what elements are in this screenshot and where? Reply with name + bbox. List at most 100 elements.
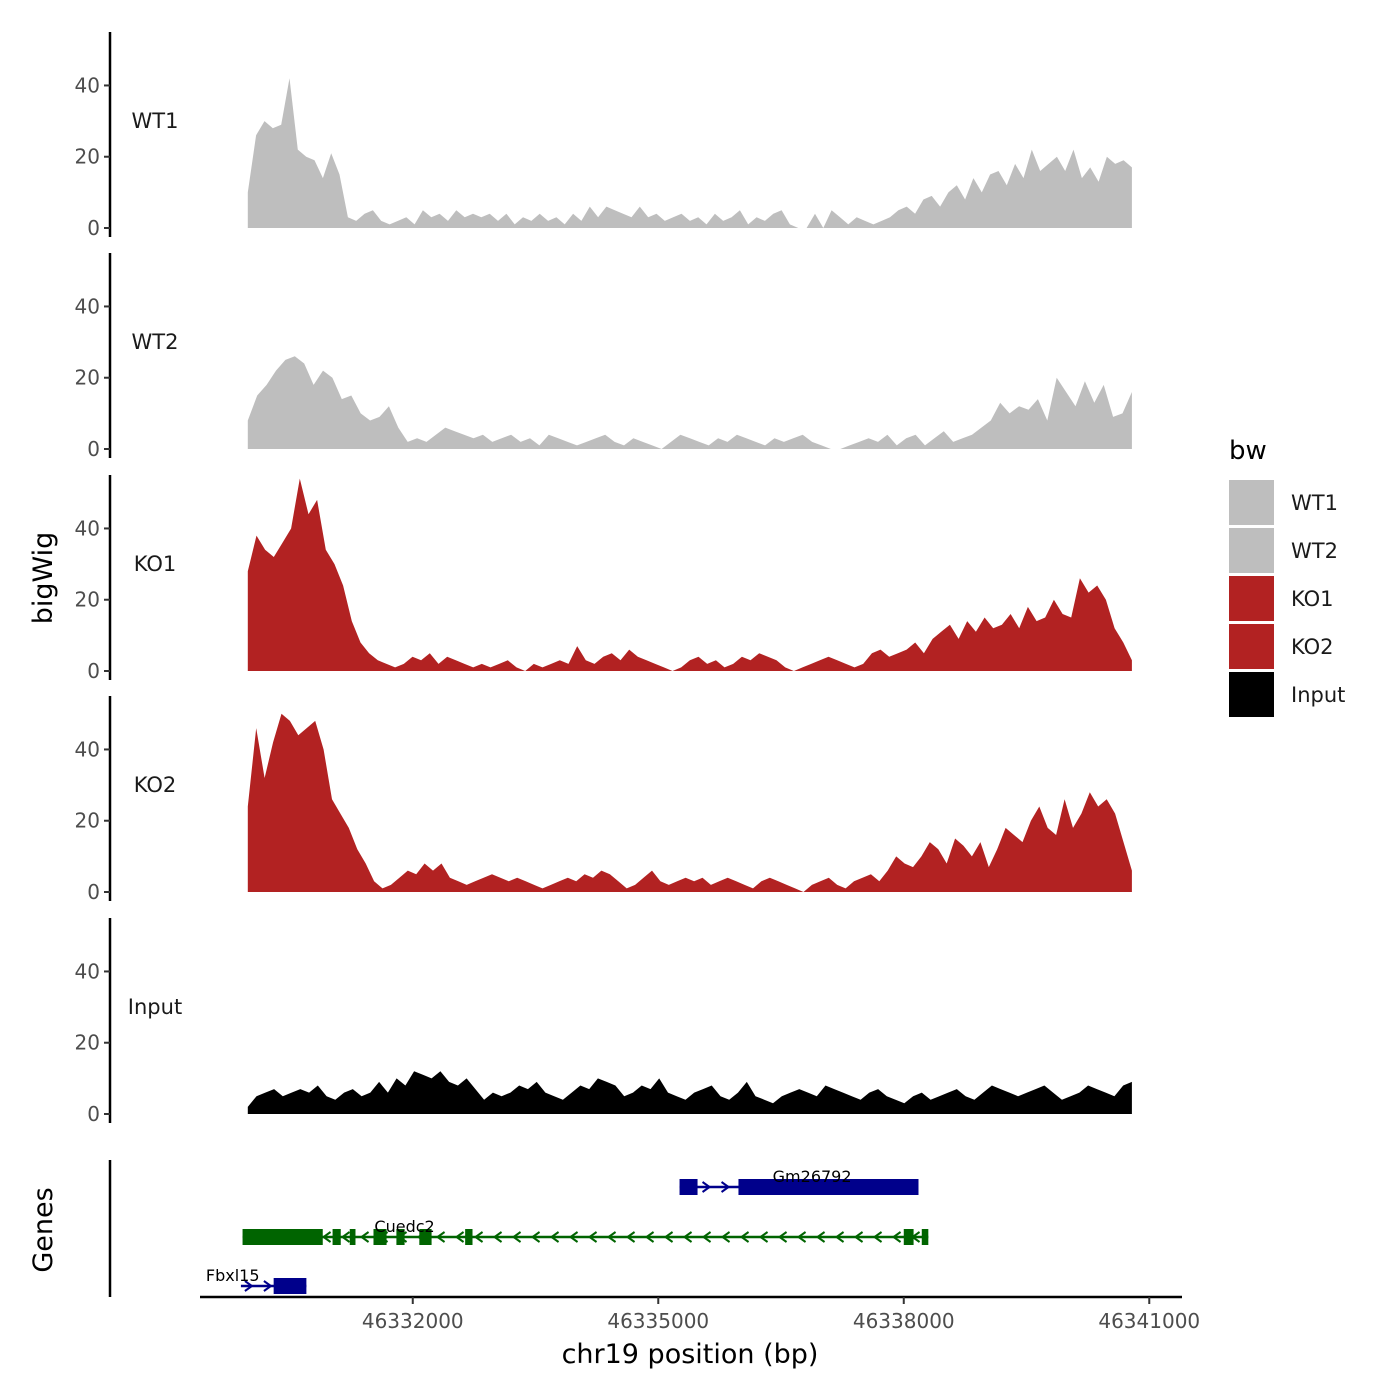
track-ko2: 0 20 40 KO2 xyxy=(75,696,1132,904)
strand-arrow xyxy=(872,1231,883,1243)
legend-swatch-wt1 xyxy=(1229,480,1274,525)
strand-arrow xyxy=(891,1231,902,1243)
strand-arrow xyxy=(815,1231,826,1243)
genes-axis-title: Genes xyxy=(28,1187,59,1272)
strand-arrow xyxy=(682,1231,693,1243)
strand-arrow xyxy=(549,1231,560,1243)
legend-label: Input xyxy=(1291,683,1345,707)
y-tick-label: 20 xyxy=(75,809,100,833)
gene-exon xyxy=(679,1179,698,1195)
gene-exon xyxy=(396,1229,405,1245)
y-tick-label: 0 xyxy=(87,216,100,240)
strand-arrow xyxy=(853,1231,864,1243)
legend-label: KO1 xyxy=(1291,587,1334,611)
strand-arrow xyxy=(454,1231,465,1243)
strand-arrow xyxy=(606,1231,617,1243)
genes-panel: Genes Gm26792 Cuedc2 Fbxl15 xyxy=(28,1160,929,1297)
x-axis: 46332000 46335000 46338000 46341000 chr19 po… xyxy=(200,1295,1200,1370)
track-label: WT2 xyxy=(132,330,179,354)
gene-exon xyxy=(465,1229,473,1245)
gene-exon xyxy=(373,1229,387,1245)
strand-arrow xyxy=(340,1231,351,1243)
y-axis-title: bigWig xyxy=(28,532,59,625)
strand-arrow xyxy=(644,1231,655,1243)
x-tick-label: 46335000 xyxy=(607,1309,709,1333)
strand-arrow xyxy=(739,1231,750,1243)
y-tick-label: 40 xyxy=(75,516,100,540)
track-wt2: 0 20 40 WT2 xyxy=(75,253,1132,461)
strand-arrow xyxy=(834,1231,845,1243)
track-ko1: 0 20 40 KO1 xyxy=(75,475,1132,683)
area-ko1 xyxy=(247,478,1132,671)
track-label: KO2 xyxy=(134,773,177,797)
legend-title: bw xyxy=(1229,436,1267,466)
area-wt2 xyxy=(247,356,1132,449)
strand-arrow xyxy=(263,1280,273,1292)
gene-exon xyxy=(273,1278,307,1294)
y-tick-label: 20 xyxy=(75,366,100,390)
legend-label: WT2 xyxy=(1291,539,1338,563)
track-label: WT1 xyxy=(132,109,179,133)
area-ko2 xyxy=(247,713,1132,892)
gene-label: Fbxl15 xyxy=(206,1266,260,1285)
track-label: Input xyxy=(128,995,182,1019)
strand-arrow xyxy=(720,1181,731,1193)
track-input: 0 20 40 Input xyxy=(75,918,1132,1126)
gene-exon xyxy=(921,1229,929,1245)
legend-swatch-input xyxy=(1229,672,1274,717)
legend-label: WT1 xyxy=(1291,491,1338,515)
gene-fbxl15: Fbxl15 xyxy=(206,1266,307,1294)
strand-arrow xyxy=(720,1231,731,1243)
legend-swatch-ko2 xyxy=(1229,624,1274,669)
gene-gm26792: Gm26792 xyxy=(679,1167,919,1195)
strand-arrow xyxy=(701,1231,712,1243)
strand-arrow xyxy=(777,1231,788,1243)
strand-arrow xyxy=(625,1231,636,1243)
strand-arrow xyxy=(796,1231,807,1243)
gene-cuedc2: Cuedc2 xyxy=(242,1217,929,1245)
x-tick-label: 46338000 xyxy=(853,1309,955,1333)
y-tick-label: 0 xyxy=(87,437,100,461)
strand-arrow xyxy=(663,1231,674,1243)
gene-label: Cuedc2 xyxy=(374,1217,434,1236)
track-wt1: 0 20 40 WT1 xyxy=(75,32,1132,240)
y-tick-label: 20 xyxy=(75,588,100,612)
gene-exon xyxy=(419,1229,432,1245)
legend-label: KO2 xyxy=(1291,635,1334,659)
strand-arrow xyxy=(244,1280,254,1292)
strand-arrow xyxy=(321,1231,332,1243)
track-label: KO1 xyxy=(134,552,177,576)
strand-arrow xyxy=(473,1231,484,1243)
x-axis-title: chr19 position (bp) xyxy=(562,1339,819,1370)
area-input xyxy=(247,1071,1132,1114)
y-tick-label: 0 xyxy=(87,880,100,904)
y-tick-label: 40 xyxy=(75,294,100,318)
y-tick-label: 20 xyxy=(75,1031,100,1055)
legend: bw WT1 WT2 KO1 KO2 Input xyxy=(1229,436,1345,717)
strand-arrow xyxy=(701,1181,712,1193)
x-tick-label: 46341000 xyxy=(1098,1309,1200,1333)
legend-swatch-ko1 xyxy=(1229,576,1274,621)
y-tick-label: 40 xyxy=(75,959,100,983)
gene-exon xyxy=(349,1229,356,1245)
strand-arrow xyxy=(359,1231,370,1243)
y-tick-label: 20 xyxy=(75,145,100,169)
gene-label: Gm26792 xyxy=(773,1167,852,1186)
y-tick-label: 40 xyxy=(75,73,100,97)
gene-exon xyxy=(903,1229,914,1245)
strand-arrow xyxy=(492,1231,503,1243)
gene-exon xyxy=(242,1229,323,1245)
strand-arrow xyxy=(511,1231,522,1243)
gene-exon xyxy=(738,1179,919,1195)
legend-swatch-wt2 xyxy=(1229,528,1274,573)
y-tick-label: 0 xyxy=(87,1102,100,1126)
area-wt1 xyxy=(247,78,1132,228)
x-tick-label: 46332000 xyxy=(362,1309,464,1333)
strand-arrow xyxy=(758,1231,769,1243)
y-tick-label: 0 xyxy=(87,659,100,683)
strand-arrow xyxy=(568,1231,579,1243)
y-tick-label: 40 xyxy=(75,737,100,761)
strand-arrow xyxy=(435,1231,446,1243)
gene-exon xyxy=(332,1229,341,1245)
